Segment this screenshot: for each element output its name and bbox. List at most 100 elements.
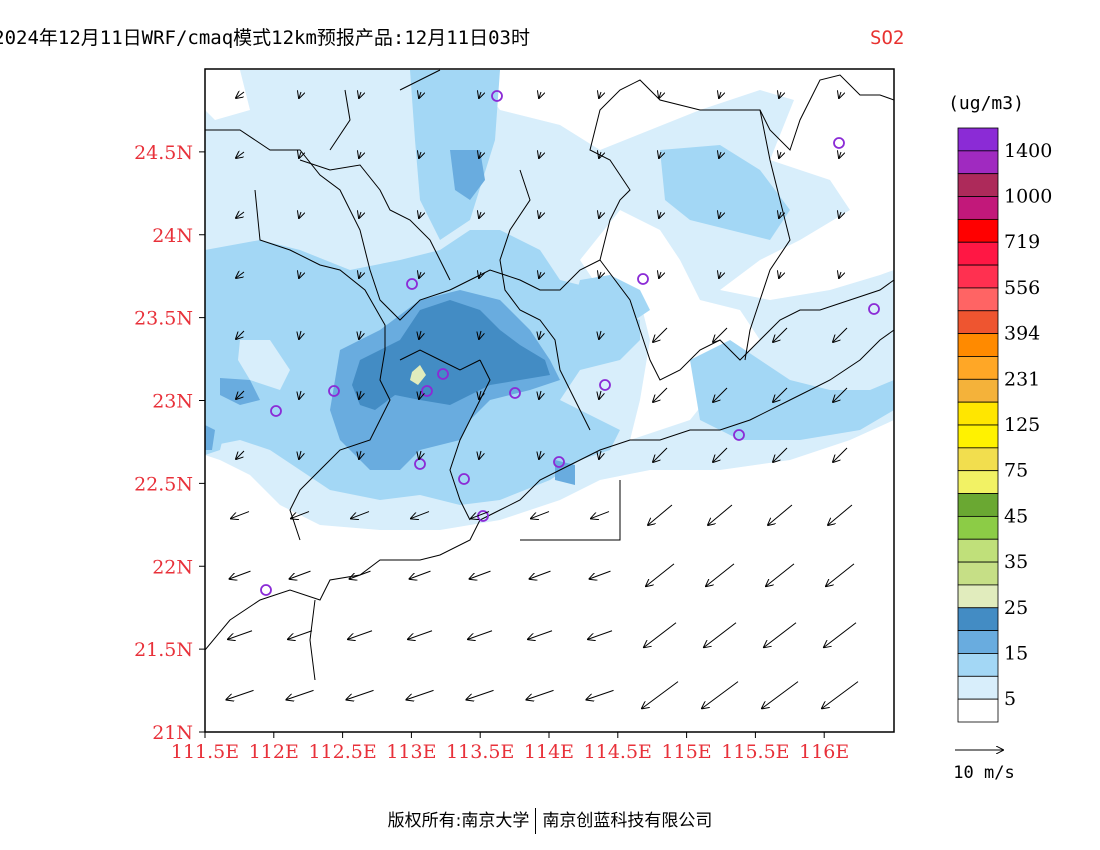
wind-arrow (471, 511, 490, 519)
wind-arrow (642, 681, 679, 709)
legend-label: 75 (1004, 460, 1028, 482)
wind-arrow (779, 92, 781, 98)
legend-label: 556 (1004, 277, 1040, 299)
wind-arrow (359, 390, 361, 399)
wind-arrow (236, 390, 245, 399)
lon-tick-label: 115E (662, 741, 712, 763)
wind-arrow (351, 511, 370, 519)
legend-swatch (957, 127, 999, 152)
legend-swatch (957, 584, 999, 609)
wind-arrow (659, 152, 661, 158)
legend-swatch (957, 515, 999, 540)
wind-arrow (644, 622, 677, 648)
lon-tick-label: 112E (249, 741, 299, 763)
wind-arrow (299, 390, 301, 399)
wind-arrow (599, 92, 601, 98)
wind-arrow (539, 450, 541, 459)
map-title: 2024年12月11日WRF/cmaq模式12km预报产品:12月11日03时 (0, 27, 530, 49)
wind-arrow (479, 450, 481, 459)
wind-arrow (779, 152, 781, 158)
wind-arrow (359, 330, 361, 339)
lat-tick-label: 24N (152, 225, 193, 247)
wind-arrow (599, 330, 601, 339)
concentration-field (205, 69, 894, 732)
wind-arrow (230, 570, 251, 579)
legend-swatch (957, 287, 999, 312)
station-marker (733, 429, 745, 441)
wind-arrow (470, 570, 491, 579)
wind-arrow (704, 622, 737, 648)
wind-arrow (479, 92, 481, 98)
wind-arrow (719, 212, 721, 218)
lat-tick-label: 21N (152, 722, 193, 744)
wind-arrow (648, 504, 673, 525)
legend-swatch (957, 561, 999, 586)
legend-label: 125 (1004, 414, 1040, 436)
legend-label: 45 (1004, 505, 1028, 527)
wind-arrow (659, 92, 661, 98)
wind-arrow (539, 330, 541, 339)
wind-arrow (713, 387, 728, 402)
wind-arrow (236, 272, 245, 278)
wind-arrow (833, 327, 848, 342)
wind-arrow (299, 92, 301, 98)
wind-arrow (236, 330, 245, 339)
legend-swatch (957, 378, 999, 403)
lat-tick-label: 22.5N (134, 473, 193, 495)
lon-tick-label: 113E (386, 741, 436, 763)
legend-swatch (957, 196, 999, 220)
legend-swatch (957, 356, 999, 380)
wind-arrow (839, 212, 841, 218)
wind-arrow (479, 272, 481, 278)
legend-swatch (957, 241, 999, 266)
wind-arrow (359, 212, 361, 218)
wind-arrow (839, 92, 841, 98)
wind-arrow (479, 390, 481, 399)
station-marker (328, 385, 340, 397)
lat-tick-label: 23.5N (134, 308, 193, 330)
wind-arrow (719, 272, 721, 278)
wind-arrow (236, 450, 245, 459)
wind-arrow (531, 511, 550, 519)
legend-label: 719 (1004, 231, 1040, 253)
lon-tick-label: 115.5E (721, 741, 789, 763)
wind-arrow (839, 272, 841, 278)
species-label: SO2 (870, 27, 904, 49)
copyright-right: 南京创蓝科技有限公司 (542, 811, 713, 831)
lon-tick-label: 114.5E (584, 741, 652, 763)
station-marker (458, 473, 470, 485)
wind-arrow (539, 152, 541, 158)
legend-label: 394 (1004, 323, 1040, 345)
wind-arrow (406, 689, 434, 699)
legend-swatch (957, 401, 999, 426)
wind-arrow (599, 390, 601, 399)
wind-arrow (599, 272, 601, 278)
wind-arrow (479, 152, 481, 158)
station-marker (833, 137, 845, 149)
legend-swatch (957, 150, 999, 175)
lon-tick-label: 113.5E (446, 741, 514, 763)
wind-arrow (773, 387, 788, 402)
wind-arrow (528, 630, 553, 639)
wind-arrow (299, 450, 301, 459)
wind-arrow (419, 330, 421, 339)
station-marker (491, 90, 503, 102)
wind-arrow (713, 447, 728, 462)
wind-arrow (479, 330, 481, 339)
wind-arrow (419, 92, 421, 98)
wind-arrow (419, 450, 421, 459)
lon-tick-label: 112.5E (308, 741, 376, 763)
wind-arrow (659, 212, 661, 218)
wind-arrow (236, 152, 245, 158)
wind-arrow (773, 447, 788, 462)
wind-arrow (346, 689, 374, 699)
legend-label: 5 (1004, 688, 1016, 710)
wind-arrow (599, 152, 601, 158)
lon-tick-label: 114E (524, 741, 574, 763)
wind-arrow (291, 511, 310, 519)
lat-tick-label: 21.5N (134, 639, 193, 661)
legend-swatch (957, 424, 999, 449)
legend-swatch (957, 493, 999, 517)
wind-arrow (659, 272, 661, 278)
